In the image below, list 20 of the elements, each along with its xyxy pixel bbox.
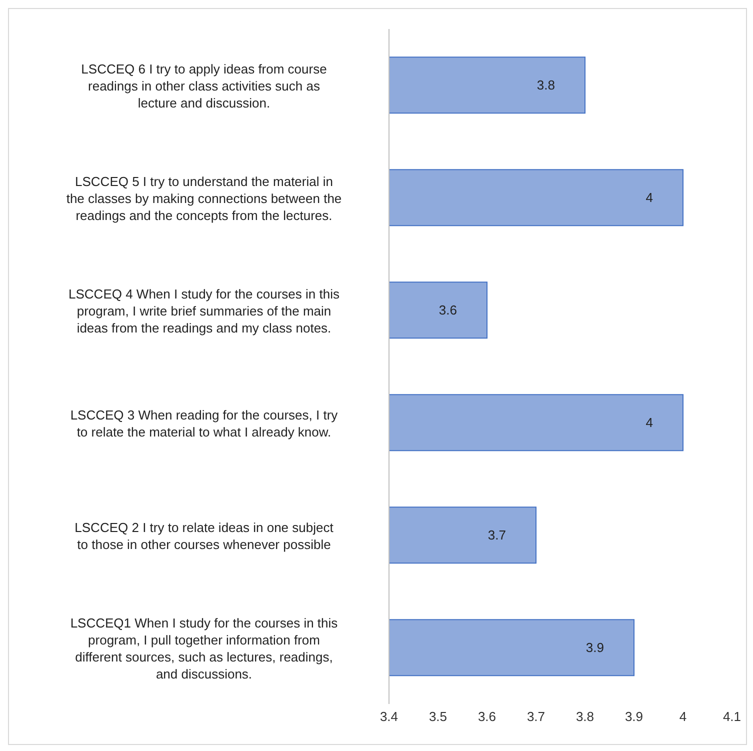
y-tick-label: LSCCEQ 5 I try to understand the material in the classes by making connections between the readings and the concepts from the lectures.	[66, 173, 342, 222]
x-tick-label: 3.8	[576, 709, 594, 724]
data-label: 3.9	[586, 640, 604, 656]
x-tick-label: 3.6	[478, 709, 496, 724]
y-tick-label: LSCCEQ 3 When reading for the courses, I try to relate the material to what I already know.	[70, 406, 338, 439]
data-label: 4	[646, 415, 653, 430]
x-tick-label: 3.9	[624, 709, 644, 724]
y-tick-label: LSCCEQ 4 When I study for the courses in this program, I write brief summaries of the main ideas from the readings and my class notes.	[68, 286, 340, 335]
y-tick-label: LSCCEQ 6 I try to apply ideas from course readings in other class activities such as lecture and discussion.	[81, 60, 327, 110]
x-tick-label: 3.7	[526, 709, 546, 724]
x-tick-label: 4.1	[722, 709, 742, 724]
x-tick-label: 4	[679, 709, 687, 724]
y-tick-label: LSCCEQ1 When I study for the courses in this program, I pull together information from different sources, such as lectures, readings, and discussions.	[70, 614, 338, 681]
data-label: 3.6	[438, 302, 457, 318]
x-tick-label: 3.5	[428, 709, 448, 724]
data-label: 4	[646, 190, 653, 206]
y-tick-label: LSCCEQ 2 I try to relate ideas in one subject to those in other courses whenever possible	[74, 519, 334, 552]
data-label: 3.8	[536, 78, 555, 93]
x-tick-label: 3.4	[380, 709, 398, 724]
data-label: 3.7	[488, 528, 506, 543]
